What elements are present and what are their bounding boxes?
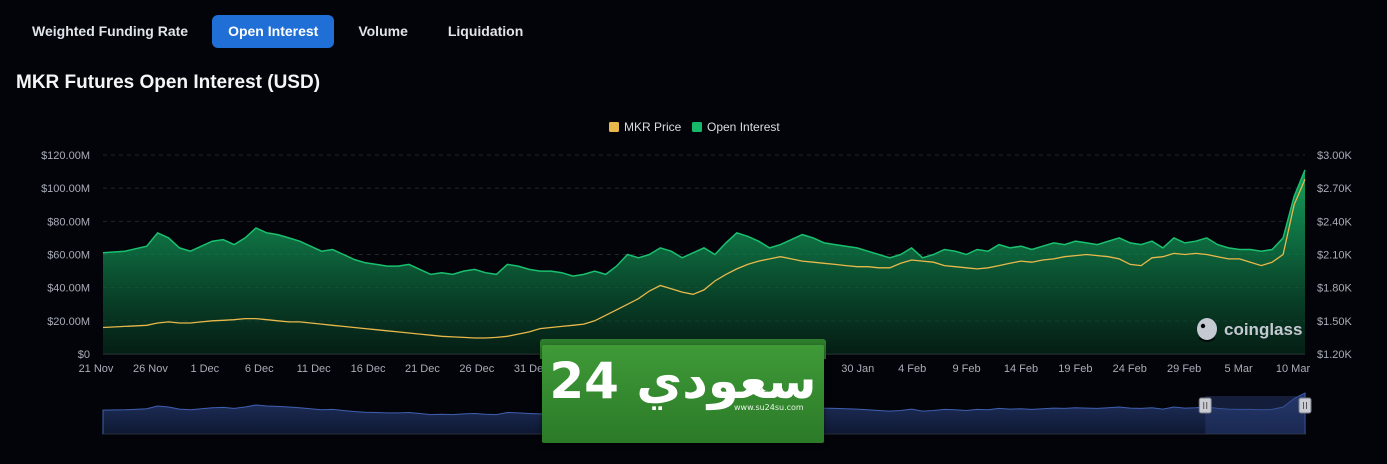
navigator-selection[interactable] [1205, 396, 1305, 434]
mkr-price-line [102, 179, 1306, 339]
y-left-tick-label: $0 [78, 349, 90, 361]
tab-open-interest[interactable]: Open Interest [212, 15, 335, 48]
badge-url: www.su24su.com [734, 403, 804, 412]
y-left-tick-label: $120.00M [41, 150, 90, 162]
x-tick-label: 30 Jan [841, 363, 874, 375]
x-tick-label: 29 Feb [1167, 363, 1201, 375]
y-right-tick-label: $1.20K [1317, 349, 1353, 361]
legend-swatch[interactable] [692, 122, 702, 132]
x-tick-label: 21 Nov [79, 363, 114, 375]
x-tick-label: 24 Feb [1113, 363, 1147, 375]
y-right-tick-label: $2.40K [1317, 216, 1353, 228]
coinglass-watermark: coinglass [1197, 318, 1302, 342]
page-title: MKR Futures Open Interest (USD) [16, 72, 321, 93]
x-tick-label: 9 Feb [952, 363, 980, 375]
watermark-text: coinglass [1224, 320, 1302, 339]
tab-bar: Weighted Funding Rate Open Interest Volu… [16, 15, 539, 48]
x-tick-label: 11 Dec [297, 363, 332, 375]
y-left-tick-label: $20.00M [47, 316, 90, 328]
tab-liquidation[interactable]: Liquidation [447, 23, 524, 39]
tab-weighted-funding-rate[interactable]: Weighted Funding Rate [32, 23, 189, 39]
legend-label[interactable]: MKR Price [624, 120, 682, 134]
x-tick-label: 10 Mar [1276, 363, 1311, 375]
x-tick-label: 16 Dec [351, 363, 386, 375]
x-tick-label: 21 Dec [405, 363, 440, 375]
y-right-tick-label: $1.50K [1317, 316, 1353, 328]
y-left-tick-label: $60.00M [47, 250, 90, 262]
x-tick-label: 19 Feb [1058, 363, 1092, 375]
x-tick-label: 14 Feb [1004, 363, 1038, 375]
open-interest-area [103, 169, 1305, 354]
coinglass-logo-icon [1197, 318, 1217, 342]
site-badge: سعودي 24 ✦ www.su24su.com [528, 339, 838, 451]
badge-star-icon: ✦ [757, 384, 768, 398]
open-interest-line [102, 169, 1306, 277]
y-left-tick-label: $100.00M [41, 183, 90, 195]
mkr-price-series [102, 179, 1306, 339]
x-tick-label: 26 Dec [459, 363, 494, 375]
badge-body [542, 345, 824, 443]
x-tick-label: 6 Dec [245, 363, 274, 375]
x-tick-label: 4 Feb [898, 363, 926, 375]
open-interest-series [102, 169, 1306, 354]
tab-volume[interactable]: Volume [358, 23, 408, 39]
y-left-tick-label: $40.00M [47, 283, 90, 295]
legend-label[interactable]: Open Interest [707, 120, 780, 134]
x-tick-label: 31 Dec [514, 363, 549, 375]
legend[interactable]: MKR Price Open Interest [609, 120, 780, 134]
x-tick-label: 1 Dec [190, 363, 219, 375]
y-right-tick-label: $2.10K [1317, 250, 1353, 262]
x-tick-label: 26 Nov [133, 363, 168, 375]
y-right-tick-label: $1.80K [1317, 283, 1353, 295]
y-right-tick-label: $3.00K [1317, 150, 1353, 162]
x-tick-label: 5 Mar [1225, 363, 1253, 375]
y-right-tick-label: $2.70K [1317, 183, 1353, 195]
legend-swatch[interactable] [609, 122, 619, 132]
navigator-handle[interactable] [1198, 397, 1212, 414]
badge-text: سعودي 24 [549, 352, 817, 410]
navigator-handle[interactable] [1298, 397, 1312, 414]
y-left-tick-label: $80.00M [47, 216, 90, 228]
